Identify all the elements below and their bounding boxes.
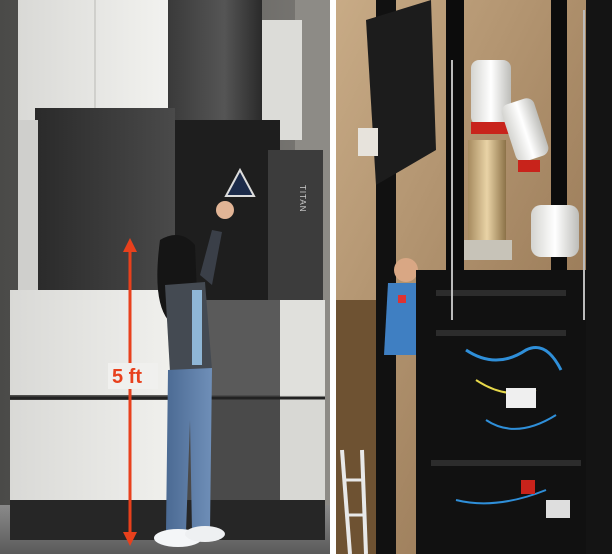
microscope-exterior-scene: TITAN 5 ft: [0, 0, 330, 554]
upper-column: [168, 0, 262, 140]
lower-left-panel-1: [10, 290, 185, 395]
white-cylinder-1: [471, 60, 511, 125]
black-cover-panel: [366, 0, 436, 185]
microscope-exterior-photo: TITAN 5 ft: [0, 0, 330, 554]
middle-left-dark-panel: [35, 108, 175, 298]
upper-left-panel: [18, 0, 168, 120]
suspension-chain: [451, 10, 585, 320]
white-cylinder-2: [501, 98, 549, 162]
white-cylinder-3: [531, 205, 579, 257]
microscope-interior-photo: [336, 0, 612, 554]
lower-left-panel-2: [10, 400, 185, 505]
height-arrow: [123, 238, 137, 546]
microscope-interior-scene: [336, 0, 612, 554]
brand-label: TITAN: [298, 185, 307, 213]
middle-right-dark-panel: [268, 150, 323, 300]
step-ladder: [340, 449, 368, 554]
electron-column: [468, 140, 506, 245]
person-figure: [154, 201, 234, 547]
height-label: 5 ft: [112, 366, 142, 388]
warning-sign-icon: [224, 167, 256, 197]
